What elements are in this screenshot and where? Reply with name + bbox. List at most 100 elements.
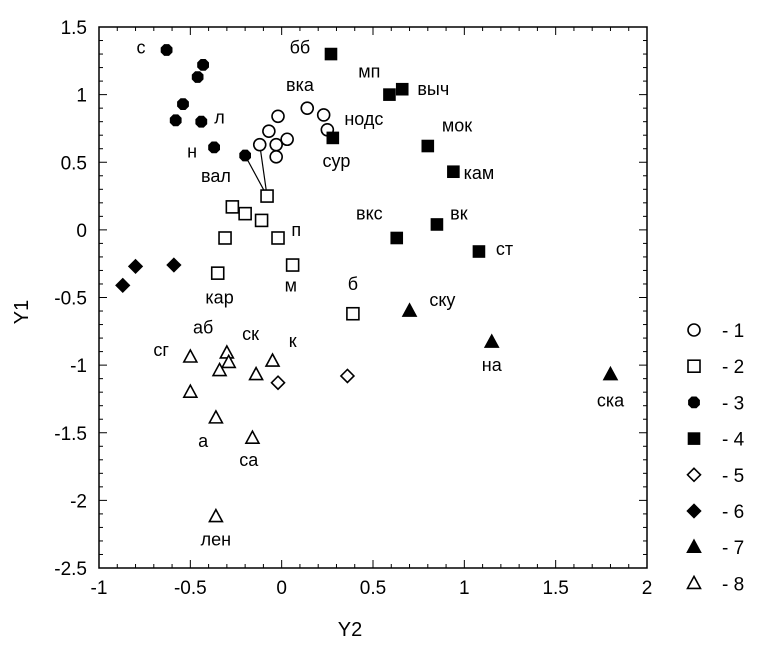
point-label: кар <box>205 288 233 308</box>
x-tick-label: 0 <box>276 578 287 599</box>
point-label: ска <box>597 390 625 410</box>
x-tick-label: -0.5 <box>174 578 207 599</box>
point-label: а <box>198 431 209 451</box>
series-6-point <box>166 257 182 273</box>
point-label: на <box>482 355 503 375</box>
point-label: п <box>291 220 301 240</box>
series-1-point <box>271 109 285 124</box>
series-1-point <box>316 108 331 122</box>
series-2-point <box>346 306 360 321</box>
legend-label: - 3 <box>722 393 744 414</box>
y-axis-label: Y1 <box>11 300 33 324</box>
series-4-point <box>472 245 486 258</box>
series-4-point <box>326 131 340 145</box>
point-label: выч <box>417 79 449 99</box>
point-label: б <box>348 274 358 294</box>
legend-label: - 5 <box>722 466 744 487</box>
series-3-point <box>169 114 182 127</box>
legend: - 1 - 2 - 3 - 4 - 5 - 6 - 7 - 8 <box>686 321 745 595</box>
series-2-point <box>218 231 232 245</box>
y-tick-label: -2 <box>70 491 87 512</box>
point-label: ст <box>496 239 513 259</box>
point-label: сур <box>323 151 351 171</box>
point-label: вкс <box>356 204 383 224</box>
series-1-point <box>280 132 294 147</box>
series-4-point <box>390 231 404 245</box>
point-label: лен <box>201 530 231 550</box>
series-1-point <box>262 124 276 138</box>
point-label: ску <box>429 290 455 310</box>
series-5-point <box>339 368 356 384</box>
series-1-point <box>269 150 283 164</box>
legend-label: - 7 <box>722 538 744 559</box>
legend-label: - 6 <box>722 502 744 523</box>
series-3-point <box>197 58 209 71</box>
series-3-point <box>208 141 220 154</box>
y-tick-label: 0 <box>76 221 87 242</box>
series-2-point <box>210 266 225 280</box>
point-label: нодс <box>344 109 383 129</box>
point-label: са <box>239 450 259 470</box>
x-tick-label: 2 <box>642 578 653 599</box>
legend-label: - 2 <box>722 357 744 378</box>
legend-marker-8 <box>686 574 702 590</box>
legend-marker-1 <box>687 323 701 337</box>
point-label: вка <box>286 75 315 95</box>
series-8-point <box>219 344 235 359</box>
legend-marker-7 <box>686 538 702 554</box>
series-8-point <box>208 507 224 523</box>
point-label: мп <box>358 62 380 82</box>
legend-marker-4 <box>687 432 701 445</box>
legend-marker-6 <box>686 503 702 519</box>
point-label: мок <box>442 116 472 136</box>
series-4-point <box>383 88 396 101</box>
series-2-point <box>285 258 300 272</box>
series-2-point <box>238 206 252 221</box>
x-tick-label: 1 <box>459 578 470 599</box>
x-tick-label: 1.5 <box>542 578 568 599</box>
series-4-point <box>447 165 460 179</box>
connector-line <box>259 144 268 197</box>
point-label: вк <box>450 204 468 224</box>
series-2-point <box>271 231 285 245</box>
y-tick-label: -1 <box>70 356 87 377</box>
series-3-point <box>195 115 208 128</box>
legend-label: - 8 <box>722 574 744 595</box>
y-tick-label: -2.5 <box>54 559 87 580</box>
point-label: аб <box>193 317 213 337</box>
point-label: к <box>289 331 297 351</box>
legend-label: - 4 <box>722 430 745 451</box>
point-label: н <box>187 141 197 161</box>
series-8-point <box>211 361 228 377</box>
series-6-point <box>115 277 131 293</box>
point-label: ск <box>242 324 259 344</box>
series-8-point <box>182 348 199 363</box>
point-label: м <box>285 275 297 295</box>
x-tick-label: -1 <box>91 578 108 599</box>
legend-marker-3 <box>688 396 700 409</box>
series-8-point <box>220 353 237 369</box>
series-2-point <box>260 189 274 203</box>
series-3-point <box>160 44 173 56</box>
series-1-point <box>269 137 283 152</box>
y-tick-label: 1.5 <box>61 18 87 39</box>
point-label: с <box>137 37 146 57</box>
point-label: сг <box>153 340 169 360</box>
series-4-point <box>430 218 444 231</box>
series-4-point <box>395 82 409 96</box>
point-labels: с бб мп выч вка л нодс мок н сур вал кам вкс вк п ст м б к… <box>137 37 626 549</box>
point-label: бб <box>290 37 311 57</box>
series-8-point <box>182 383 199 398</box>
legend-marker-5 <box>686 467 702 483</box>
series-2-point <box>254 213 269 228</box>
series-4-point <box>421 139 435 153</box>
series-8-point <box>248 365 264 381</box>
series-1-point <box>300 101 315 115</box>
data-points <box>115 44 619 523</box>
y-tick-label: 0.5 <box>61 153 87 174</box>
series-8-point <box>264 352 281 367</box>
point-label: л <box>214 108 225 128</box>
series-4-point <box>324 47 338 61</box>
series-8-point <box>208 409 224 424</box>
legend-label: - 1 <box>722 321 744 342</box>
